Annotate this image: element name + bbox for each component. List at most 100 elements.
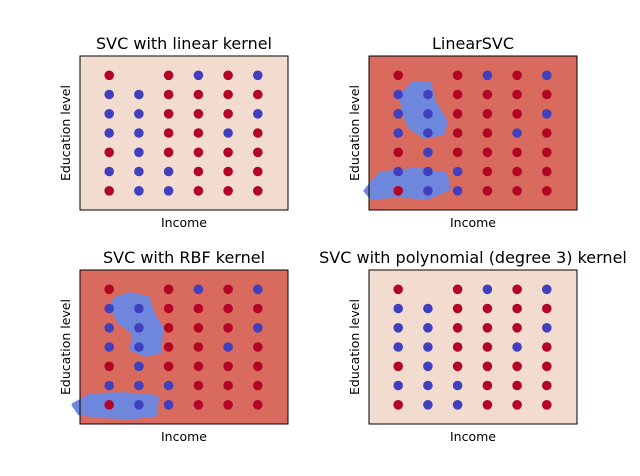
- data-point-red: [512, 303, 522, 314]
- data-point-red: [542, 166, 552, 177]
- data-point-red: [452, 109, 463, 119]
- data-point-red: [512, 323, 522, 333]
- data-point-red: [452, 303, 463, 314]
- data-point-red: [253, 89, 263, 100]
- subplot-title: SVC with linear kernel: [96, 34, 272, 53]
- data-point-red: [104, 400, 114, 410]
- x-axis-label: Income: [161, 215, 207, 230]
- data-point-blue: [452, 186, 463, 196]
- data-point-red: [193, 109, 204, 119]
- data-point-red: [163, 128, 174, 138]
- data-point-red: [223, 323, 233, 333]
- data-point-blue: [542, 323, 552, 333]
- data-point-blue: [134, 147, 144, 158]
- data-point-red: [482, 89, 493, 100]
- data-point-red: [163, 109, 174, 119]
- data-point-red: [253, 342, 263, 352]
- data-point-red: [393, 70, 403, 81]
- data-point-blue: [393, 303, 403, 314]
- data-point-blue: [423, 361, 433, 372]
- axes-frame: [368, 269, 578, 425]
- data-point-red: [223, 70, 233, 81]
- data-point-red: [482, 342, 493, 352]
- data-point-red: [512, 186, 522, 196]
- data-point-red: [163, 284, 174, 295]
- data-point-blue: [134, 342, 144, 352]
- data-point-red: [163, 70, 174, 81]
- data-point-red: [193, 89, 204, 100]
- data-point-red: [253, 303, 263, 314]
- data-point-red: [482, 323, 493, 333]
- x-axis-label: Income: [161, 429, 207, 444]
- subplot-title: SVC with polynomial (degree 3) kernel: [319, 248, 627, 267]
- data-point-blue: [393, 166, 403, 177]
- data-point-red: [542, 128, 552, 138]
- data-point-blue: [193, 70, 204, 81]
- data-point-red: [512, 166, 522, 177]
- data-point-blue: [104, 89, 114, 100]
- data-point-red: [253, 128, 263, 138]
- data-point-blue: [423, 128, 433, 138]
- data-point-red: [542, 361, 552, 372]
- data-point-blue: [423, 89, 433, 100]
- data-point-red: [542, 89, 552, 100]
- data-point-red: [482, 400, 493, 410]
- data-point-red: [223, 186, 233, 196]
- decision-region-1: [363, 167, 451, 200]
- data-point-red: [452, 89, 463, 100]
- axes-frame: [79, 55, 289, 211]
- axes-frame: [79, 269, 289, 425]
- data-point-red: [542, 342, 552, 352]
- data-points: [104, 70, 263, 196]
- data-point-blue: [542, 284, 552, 295]
- data-point-red: [542, 303, 552, 314]
- data-point-red: [223, 303, 233, 314]
- data-point-blue: [253, 70, 263, 81]
- data-point-blue: [452, 166, 463, 177]
- data-point-red: [163, 361, 174, 372]
- data-point-red: [163, 342, 174, 352]
- data-point-red: [104, 361, 114, 372]
- data-point-blue: [223, 128, 233, 138]
- data-point-red: [223, 380, 233, 391]
- data-point-red: [193, 166, 204, 177]
- data-point-red: [253, 380, 263, 391]
- subplot-title: LinearSVC: [432, 34, 514, 53]
- data-point-blue: [423, 147, 433, 158]
- data-point-blue: [223, 342, 233, 352]
- data-point-red: [193, 147, 204, 158]
- data-point-red: [512, 361, 522, 372]
- data-point-blue: [104, 380, 114, 391]
- data-point-blue: [134, 109, 144, 119]
- data-point-blue: [134, 400, 144, 410]
- data-point-red: [193, 361, 204, 372]
- data-point-red: [512, 284, 522, 295]
- data-point-blue: [423, 109, 433, 119]
- data-point-red: [393, 147, 403, 158]
- data-point-blue: [393, 128, 403, 138]
- data-points: [393, 284, 552, 410]
- subplot-title: SVC with RBF kernel: [103, 248, 265, 267]
- data-point-blue: [393, 109, 403, 119]
- data-point-red: [223, 284, 233, 295]
- data-point-blue: [134, 128, 144, 138]
- data-point-blue: [423, 342, 433, 352]
- data-point-red: [253, 361, 263, 372]
- data-point-red: [482, 361, 493, 372]
- data-point-blue: [104, 342, 114, 352]
- data-point-blue: [393, 342, 403, 352]
- data-point-red: [193, 380, 204, 391]
- data-point-blue: [104, 109, 114, 119]
- data-point-red: [104, 147, 114, 158]
- data-point-red: [223, 147, 233, 158]
- data-point-blue: [452, 400, 463, 410]
- data-point-red: [542, 380, 552, 391]
- data-point-blue: [423, 323, 433, 333]
- decision-region-1: [71, 392, 159, 420]
- data-point-red: [104, 186, 114, 196]
- data-points: [393, 70, 552, 196]
- subplot-linear-kernel: SVC with linear kernel Income Education …: [58, 34, 289, 230]
- data-point-red: [482, 186, 493, 196]
- data-point-red: [253, 186, 263, 196]
